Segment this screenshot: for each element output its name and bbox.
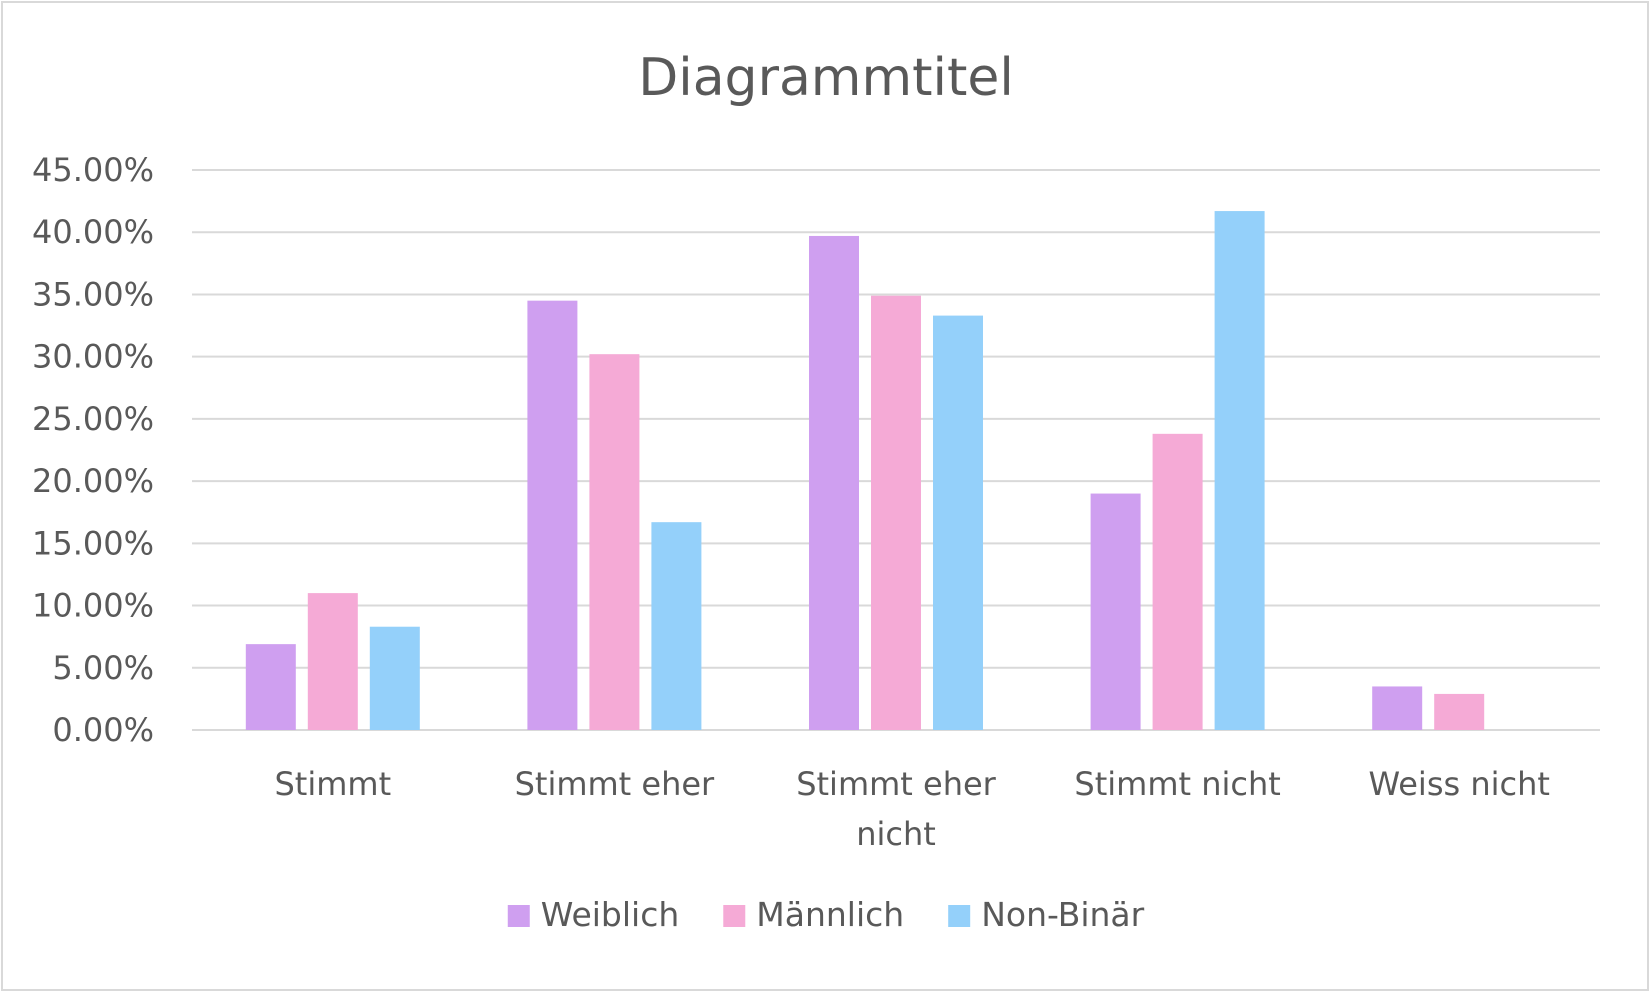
legend-label: Weiblich bbox=[541, 895, 680, 934]
legend-swatch bbox=[507, 905, 530, 927]
bar bbox=[1152, 433, 1203, 730]
bar bbox=[1214, 211, 1265, 731]
y-tick-label: 10.00% bbox=[32, 587, 154, 625]
category-label: Stimmt bbox=[274, 765, 391, 803]
legend-swatch bbox=[948, 905, 971, 927]
legend-label: Männlich bbox=[756, 895, 904, 934]
bar bbox=[589, 354, 640, 730]
bar bbox=[307, 593, 358, 730]
bar bbox=[871, 295, 921, 730]
legend-item: Männlich bbox=[723, 895, 904, 934]
bar bbox=[933, 315, 983, 730]
bars bbox=[245, 211, 1485, 731]
category-label: Stimmt eher bbox=[515, 765, 715, 803]
y-tick-label: 25.00% bbox=[32, 400, 154, 438]
bar bbox=[369, 626, 420, 730]
category-label: Weiss nicht bbox=[1368, 765, 1549, 803]
category-label: Stimmt eher bbox=[796, 765, 996, 803]
legend-item: Weiblich bbox=[507, 895, 680, 934]
y-tick-label: 0.00% bbox=[52, 711, 154, 749]
y-tick-label: 15.00% bbox=[32, 524, 154, 562]
bar bbox=[245, 644, 296, 730]
bar bbox=[1090, 493, 1141, 730]
y-tick-label: 40.00% bbox=[32, 213, 154, 251]
gridlines bbox=[192, 169, 1600, 731]
legend: Weiblich Männlich Non-Binär bbox=[507, 895, 1145, 934]
bar bbox=[651, 522, 702, 730]
bar bbox=[809, 235, 859, 730]
y-tick-label: 35.00% bbox=[32, 275, 154, 313]
y-tick-label: 5.00% bbox=[52, 649, 154, 687]
legend-swatch bbox=[723, 905, 746, 927]
legend-item: Non-Binär bbox=[948, 895, 1145, 934]
bar bbox=[1434, 693, 1485, 730]
category-label: Stimmt nicht bbox=[1074, 765, 1280, 803]
y-tick-label: 45.00% bbox=[32, 151, 154, 189]
bar bbox=[1372, 686, 1423, 730]
legend-label: Non-Binär bbox=[981, 895, 1144, 934]
bar bbox=[527, 300, 578, 730]
y-tick-label: 30.00% bbox=[32, 338, 154, 376]
category-label: nicht bbox=[856, 815, 936, 853]
y-axis-ticks: 0.00% 5.00% 10.00% 15.00% 20.00% 25.00% 30.00%… bbox=[32, 151, 154, 749]
chart-title: Diagrammtitel bbox=[638, 48, 1014, 108]
y-tick-label: 20.00% bbox=[32, 462, 154, 500]
x-axis-labels: Stimmt Stimmt eher Stimmt eher nicht Stimmt … bbox=[274, 765, 1549, 853]
